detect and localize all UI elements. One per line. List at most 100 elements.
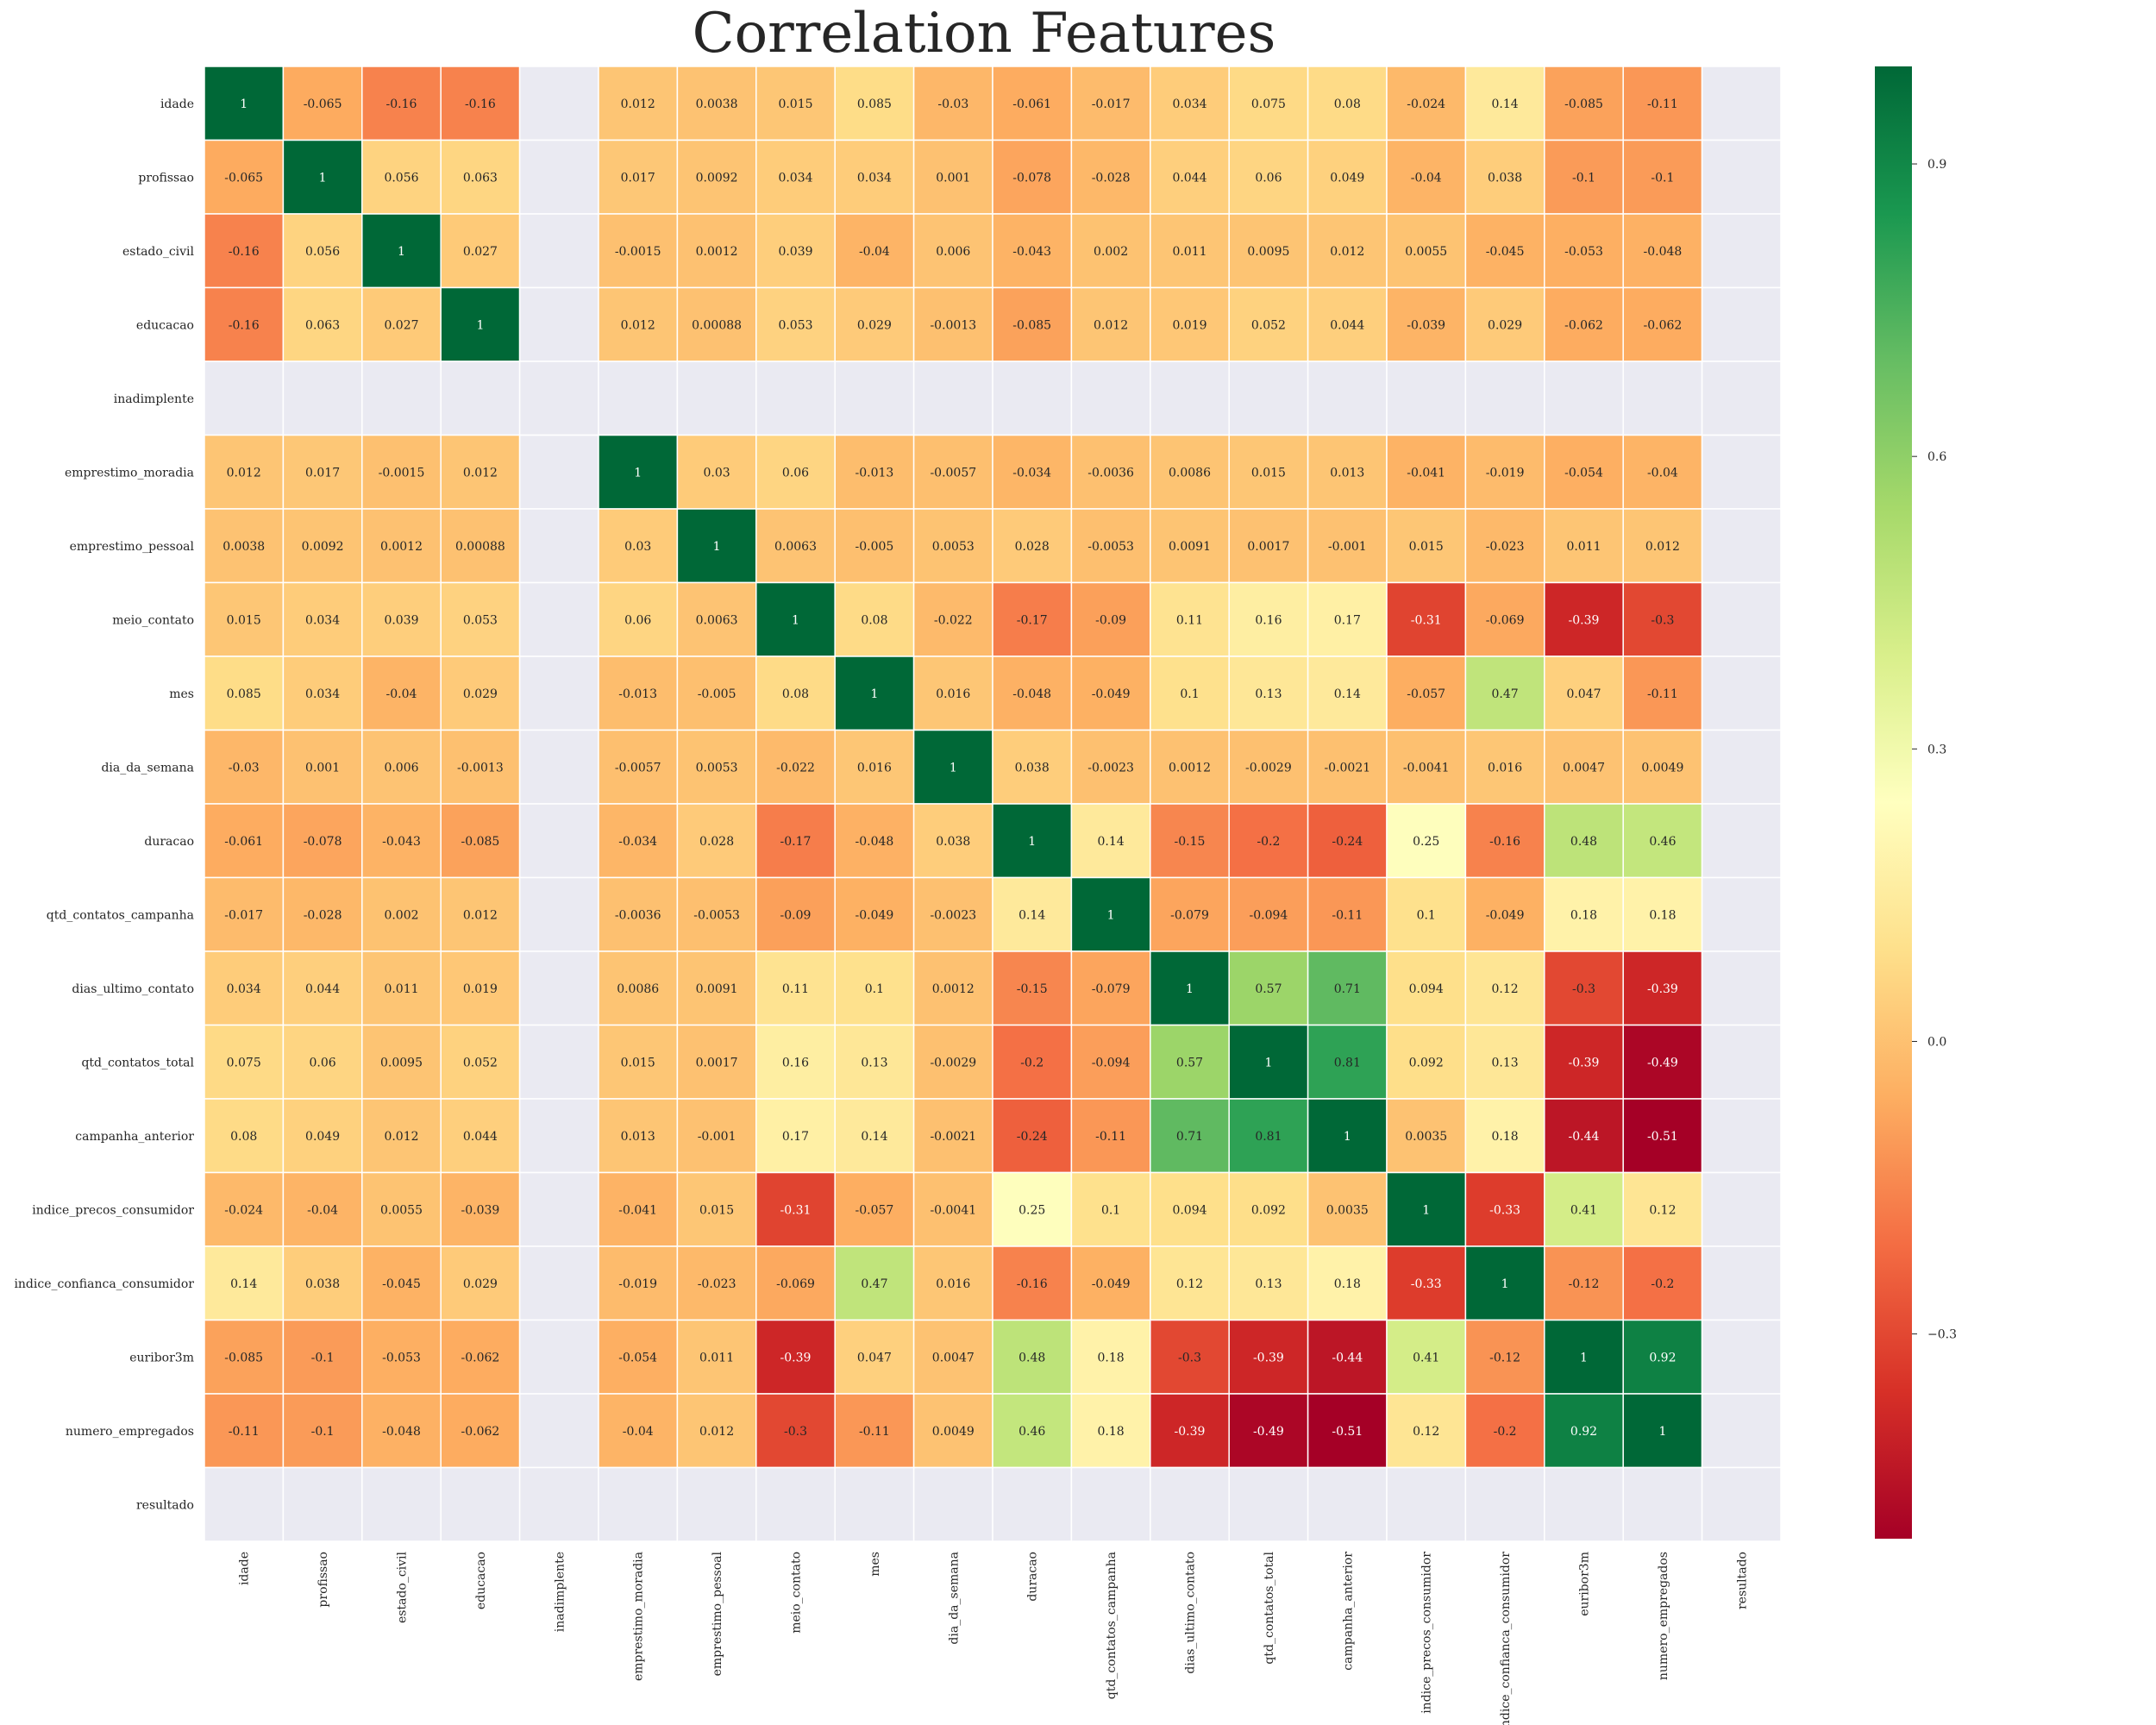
heatmap-cell — [598, 656, 679, 731]
cell-value-label: 0.015 — [699, 1203, 734, 1217]
heatmap-cell — [834, 950, 915, 1026]
cell-value-label: 0.08 — [861, 613, 887, 627]
heatmap-cell — [912, 950, 993, 1026]
heatmap-cell — [1150, 1245, 1230, 1321]
cell-value-label: 1 — [1186, 982, 1194, 996]
heatmap-cell-empty — [1701, 1171, 1782, 1247]
heatmap-cell — [1228, 1098, 1309, 1174]
cell-value-label: 0.053 — [778, 318, 812, 332]
x-tick-label: duracao — [1026, 1552, 1040, 1602]
cell-value-label: 0.027 — [463, 245, 498, 259]
cell-value-label: 0.075 — [227, 1056, 261, 1070]
cell-value-label: -0.0057 — [930, 466, 976, 480]
heatmap-cell-empty — [1150, 1466, 1230, 1542]
cell-value-label: 0.001 — [305, 761, 340, 775]
heatmap-cell — [676, 213, 757, 289]
cell-value-label: 0.047 — [857, 1351, 892, 1364]
heatmap-cell — [1386, 803, 1467, 879]
heatmap-cell — [834, 508, 915, 584]
heatmap-cell — [1622, 729, 1703, 805]
heatmap-cell-empty — [992, 361, 1073, 436]
cell-value-label: -0.11 — [1647, 687, 1678, 701]
heatmap-cell-empty — [1701, 803, 1782, 879]
heatmap-cell — [1622, 1024, 1703, 1100]
cell-value-label: 0.92 — [1649, 1351, 1676, 1364]
heatmap-cell — [1070, 139, 1151, 215]
cell-value-label: 0.18 — [1492, 1130, 1519, 1144]
cell-value-label: 0.0053 — [696, 761, 738, 775]
heatmap-cell — [1307, 876, 1388, 952]
cell-value-label: -0.2 — [1651, 1277, 1674, 1291]
cell-value-label: 0.1 — [1417, 908, 1436, 922]
cell-value-label: 0.0091 — [1169, 540, 1211, 554]
colorbar-tick-label: 0.0 — [1927, 1035, 1946, 1049]
cell-value-label: -0.1 — [1651, 171, 1674, 185]
cell-value-label: 0.012 — [463, 908, 498, 922]
colorbar-ticks: 0.9 0.6 0.3 0.0 −0.3 — [1912, 158, 1957, 1342]
heatmap-cell — [834, 729, 915, 805]
heatmap-cell — [440, 803, 521, 879]
cell-value-label: -0.028 — [304, 908, 342, 922]
heatmap-cell-empty — [1701, 1466, 1782, 1542]
cell-value-label: -0.0023 — [930, 908, 976, 922]
heatmap-cell — [1622, 1319, 1703, 1395]
cell-value-label: 0.12 — [1492, 982, 1519, 996]
x-tick-label: emprestimo_pessoal — [711, 1551, 724, 1676]
cell-value-label: 1 — [398, 245, 405, 259]
cell-value-label: -0.094 — [1092, 1056, 1131, 1070]
cell-value-label: -0.44 — [1332, 1351, 1363, 1364]
cell-value-label: 0.017 — [305, 466, 340, 480]
cell-value-label: -0.39 — [1175, 1425, 1206, 1439]
cell-value-label: -0.069 — [776, 1277, 815, 1291]
cell-value-label: -0.11 — [1647, 97, 1678, 111]
heatmap-cell — [1544, 803, 1624, 879]
heatmap-cell — [755, 434, 836, 510]
cell-value-label: 0.044 — [305, 982, 340, 996]
heatmap-cell — [1622, 508, 1703, 584]
cell-value-label: 0.0047 — [1563, 761, 1605, 775]
cell-value-label: 0.41 — [1413, 1351, 1439, 1364]
cell-value-label: -0.034 — [618, 835, 657, 849]
cell-value-label: 0.14 — [1018, 908, 1045, 922]
cell-value-label: -0.069 — [1486, 613, 1525, 627]
cell-value-label: -0.17 — [1017, 613, 1048, 627]
heatmap-cell-empty — [676, 361, 757, 436]
cell-value-label: 0.03 — [704, 466, 730, 480]
cell-value-label: -0.085 — [461, 835, 499, 849]
heatmap-cell — [912, 876, 993, 952]
heatmap-cell — [204, 950, 285, 1026]
heatmap-cell — [1544, 1098, 1624, 1174]
heatmap-cell — [912, 508, 993, 584]
heatmap-cell — [440, 139, 521, 215]
cell-value-label: 0.038 — [305, 1277, 340, 1291]
cell-value-label: 0.14 — [861, 1130, 887, 1144]
heatmap-cell — [1228, 656, 1309, 731]
heatmap-cell-empty — [1701, 286, 1782, 362]
cell-value-label: 0.0012 — [696, 245, 738, 259]
cell-value-label: -0.44 — [1569, 1130, 1600, 1144]
cell-value-label: 0.12 — [1176, 1277, 1203, 1291]
cell-value-label: -0.0036 — [1087, 466, 1134, 480]
heatmap-cell-empty — [1701, 729, 1782, 805]
cell-value-label: -0.04 — [623, 1425, 654, 1439]
y-tick-label: indice_confianca_consumidor — [14, 1277, 194, 1291]
cell-value-label: 0.038 — [1015, 761, 1050, 775]
heatmap-cell-empty — [1228, 361, 1309, 436]
heatmap-cell — [1544, 656, 1624, 731]
heatmap-cell-empty — [1070, 1466, 1151, 1542]
cell-value-label: 0.08 — [230, 1130, 257, 1144]
cell-value-label: 0.25 — [1413, 835, 1439, 849]
heatmap-cell — [361, 1098, 442, 1174]
cell-value-label: -0.049 — [1486, 908, 1525, 922]
cell-value-label: -0.045 — [1486, 245, 1525, 259]
cell-value-label: -0.079 — [1170, 908, 1209, 922]
heatmap-cell — [440, 729, 521, 805]
heatmap-cell — [1464, 803, 1545, 879]
heatmap-cell-empty — [1228, 1466, 1309, 1542]
heatmap-cell — [1544, 1171, 1624, 1247]
cell-value-label: 0.011 — [1172, 245, 1206, 259]
heatmap-cell-empty — [1701, 434, 1782, 510]
cell-value-label: 0.11 — [1176, 613, 1203, 627]
cell-value-label: 0.019 — [463, 982, 498, 996]
cell-value-label: 0.46 — [1649, 835, 1676, 849]
